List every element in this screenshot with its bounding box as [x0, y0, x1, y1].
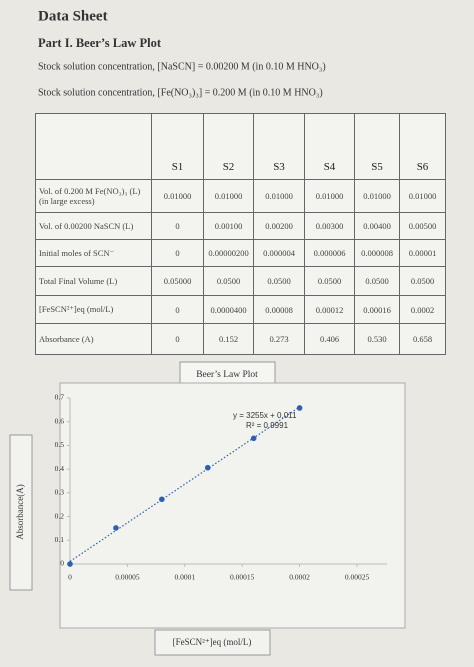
x-tick-label: 0.00025: [345, 573, 370, 582]
cell: 0.00400: [354, 212, 400, 240]
point: [250, 435, 257, 442]
cell: 0.00300: [304, 212, 355, 240]
y-tick-label: 0.7: [55, 393, 65, 402]
cell: 0.01000: [203, 179, 254, 213]
y-axis-label: Absorbance(A): [15, 484, 25, 539]
cell: 0.05000: [151, 266, 204, 296]
cell: 0.406: [304, 323, 355, 355]
table-row: Total Final Volume (L) 0.05000 0.0500 0.050…: [35, 266, 446, 296]
cell: 0.00001: [399, 239, 446, 267]
data-table: S1 S2 S3 S4 S5 S6 Vol. of 0.200 M Fe(NO₃)₃ (L)…: [35, 113, 446, 355]
cell: 0.0500: [203, 266, 254, 296]
point: [296, 405, 303, 411]
column-header: S4: [304, 113, 355, 180]
cell: 0.00000200: [203, 239, 254, 267]
chart-title: Beer’s Law Plot: [196, 370, 258, 380]
cell: 0.0500: [399, 266, 446, 296]
header-row: S1 S2 S3 S4 S5 S6: [35, 113, 446, 180]
cell: 0.01000: [253, 179, 305, 213]
cell: 0.0000400: [203, 295, 254, 324]
y-tick-label: 0.2: [55, 511, 65, 520]
column-header: S5: [354, 113, 400, 180]
x-tick-label: 0.00005: [115, 573, 140, 582]
table-row: Absorbance (A) 0 0.152 0.273 0.406 0.530 0.658: [35, 323, 446, 355]
column-header: S2: [203, 113, 254, 180]
y-tick-label: 0.6: [55, 416, 65, 425]
cell: 0.00100: [203, 212, 254, 240]
stock-line: Stock solution concentration, [Fe(NO₃)₃]…: [38, 87, 323, 98]
plot-frame: [59, 382, 406, 629]
x-axis-label: [FeSCN²⁺]eq (mol/L): [173, 637, 252, 647]
y-label-box: [9, 434, 33, 591]
y-tick-label: 0.4: [55, 464, 65, 473]
cell: 0.273: [253, 323, 305, 355]
x-label-box: [154, 629, 271, 656]
cell: 0.00500: [399, 212, 446, 240]
cell: 0: [151, 212, 204, 240]
cell: 0.000004: [253, 239, 305, 267]
table-row: Initial moles of SCN⁻ 0 0.00000200 0.000004…: [35, 239, 446, 267]
table-row: [FeSCN²⁺]eq (mol/L) 0 0.0000400 0.00008 0.00…: [35, 295, 446, 324]
row-label: Vol. of 0.00200 NaSCN (L): [35, 212, 152, 240]
row-label: Vol. of 0.200 M Fe(NO₃)₃ (L) (in large e…: [35, 179, 152, 213]
table-row: Vol. of 0.00200 NaSCN (L) 0 0.00100 0.00200…: [35, 212, 446, 240]
x-tick-label: 0.0001: [174, 573, 195, 582]
x-tick-label: 0.00015: [230, 573, 255, 582]
stock-line: Stock solution concentration, [NaSCN] = …: [38, 61, 326, 72]
y-tick-label: 0: [60, 559, 64, 568]
x-tick-label: 0.0002: [289, 573, 310, 582]
cell: 0.00200: [253, 212, 305, 240]
r-squared: R² = 0.9991: [246, 421, 289, 430]
point: [204, 464, 211, 471]
cell: 0.01000: [304, 179, 355, 213]
cell: 0.00016: [354, 295, 400, 324]
cell: 0: [151, 239, 204, 267]
cell: 0.0002: [399, 295, 446, 324]
column-header: S3: [253, 113, 305, 180]
cell: 0.00012: [304, 295, 355, 324]
cell: 0.0500: [304, 266, 355, 296]
corner-cell: [35, 113, 152, 180]
cell: 0.01000: [151, 179, 204, 213]
cell: 0.00008: [253, 295, 305, 324]
cell: 0: [151, 295, 204, 324]
x-tick-label: 0: [68, 573, 72, 582]
point: [67, 561, 73, 567]
cell: 0: [151, 323, 204, 355]
cell: 0.01000: [399, 179, 446, 213]
point: [113, 525, 119, 531]
trendline-equation: y = 3255x + 0.011: [233, 411, 297, 420]
table-row: Vol. of 0.200 M Fe(NO₃)₃ (L) (in large e…: [35, 179, 446, 213]
cell: 0.530: [354, 323, 400, 355]
point: [159, 496, 165, 503]
title: Data Sheet: [38, 8, 108, 24]
row-label: Initial moles of SCN⁻: [35, 239, 152, 267]
y-tick-label: 0.1: [55, 535, 65, 544]
cell: 0.01000: [354, 179, 400, 213]
y-tick-label: 0.3: [55, 488, 65, 497]
cell: 0.152: [203, 323, 254, 355]
row-label: Total Final Volume (L): [35, 266, 152, 296]
row-label: Absorbance (A): [35, 323, 152, 355]
cell: 0.0500: [253, 266, 305, 296]
cell: 0.0500: [354, 266, 400, 296]
cell: 0.000008: [354, 239, 400, 267]
column-header: S1: [151, 113, 204, 180]
y-tick-label: 0.5: [55, 440, 65, 449]
subtitle: Part I. Beer’s Law Plot: [38, 36, 162, 50]
cell: 0.000006: [304, 239, 355, 267]
column-header: S6: [399, 113, 446, 180]
trendline: [69, 406, 300, 562]
cell: 0.658: [399, 323, 446, 355]
row-label: [FeSCN²⁺]eq (mol/L): [35, 295, 152, 324]
